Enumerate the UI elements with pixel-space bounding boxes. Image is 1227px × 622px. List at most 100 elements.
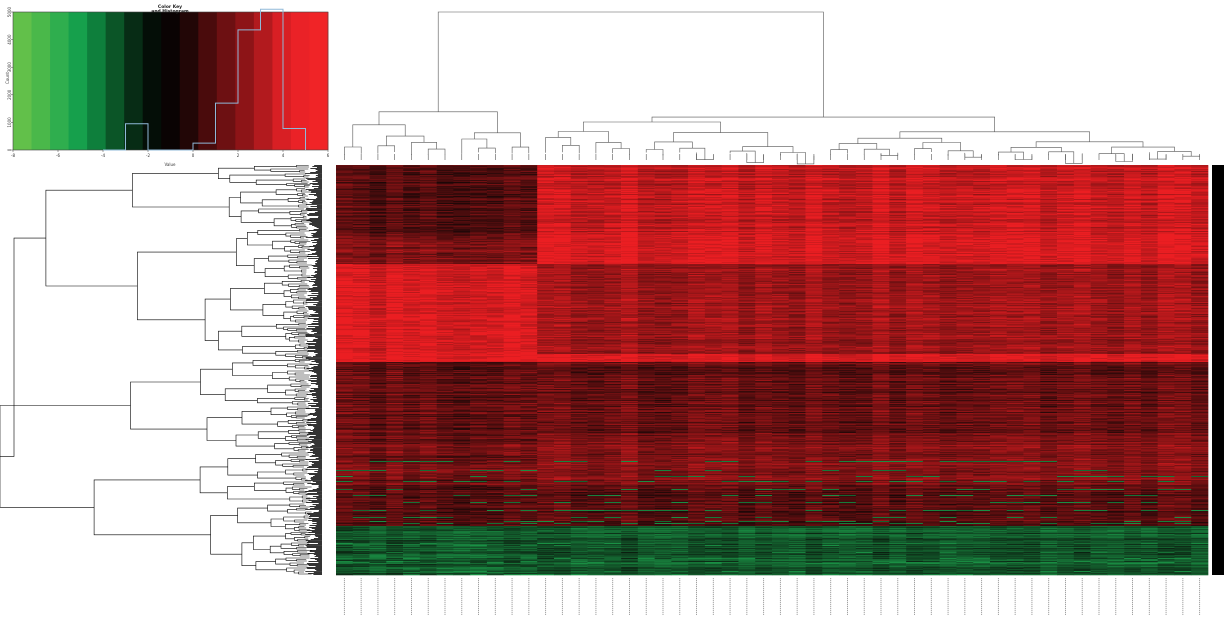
row-dendrogram-branch: [293, 466, 308, 468]
row-dendrogram-branch: [285, 524, 299, 529]
row-dendrogram-branch: [282, 281, 301, 285]
column-dendrogram-branch: [1158, 151, 1192, 159]
row-dendrogram-branch: [137, 252, 236, 320]
row-dendrogram-branch: [303, 202, 308, 204]
row-dendrogram-branch: [295, 520, 308, 522]
row-dendrogram-branch: [292, 306, 304, 308]
row-dendrogram-branch: [257, 398, 294, 402]
row-dendrogram-branch: [200, 467, 228, 493]
row-dendrogram-branch: [268, 505, 290, 511]
row-dendrogram-branch: [301, 386, 311, 388]
row-dendrogram-branch: [262, 200, 299, 206]
row-dendrogram-branch: [286, 390, 297, 395]
color-key-subtitle: and Histogram: [151, 9, 189, 15]
row-dendrogram-branch: [211, 515, 242, 554]
color-key-band: [217, 12, 236, 150]
row-dendrogram-branch: [288, 255, 309, 257]
x-tick-label: -2: [146, 153, 150, 158]
row-dendrogram-branch: [287, 413, 296, 416]
row-dendrogram-branch: [302, 221, 312, 223]
row-dendrogram-branch: [286, 470, 303, 474]
color-key-band: [180, 12, 199, 150]
column-dendrogram-branch: [839, 144, 877, 150]
row-dendrogram-branch: [299, 430, 311, 432]
row-dendrogram-branch: [297, 227, 308, 229]
color-key-band: [13, 12, 32, 150]
row-dendrogram-branch: [228, 459, 258, 475]
column-dendrogram-branch: [1099, 154, 1124, 162]
color-key-band: [161, 12, 180, 150]
row-dendrogram-branch: [295, 537, 305, 540]
heatmap-column: [470, 165, 487, 575]
row-dendrogram-branch: [131, 382, 208, 429]
column-dendrogram-branch: [998, 152, 1023, 159]
row-dendrogram-branch: [291, 533, 310, 535]
row-dendrogram-branch: [290, 211, 302, 214]
heatmap-column: [403, 165, 420, 575]
color-key-band: [143, 12, 162, 150]
row-dendrogram-branch: [259, 209, 305, 213]
row-dendrogram-branch: [271, 519, 285, 527]
row-dendrogram-branch: [298, 340, 308, 342]
y-tick-label: 2000: [7, 89, 12, 100]
row-dendrogram-branch: [300, 381, 307, 383]
row-dendrogram-branch: [295, 337, 308, 339]
row-dendrogram-branch: [254, 483, 286, 490]
row-dendrogram-branch: [299, 527, 306, 529]
row-dendrogram-branch: [295, 527, 300, 530]
row-dendrogram-branch: [304, 313, 309, 315]
color-key-x-ticks: -8 -6 -4 -2 0 2 4 6: [11, 150, 330, 158]
row-dendrogram-branch: [238, 508, 271, 523]
heatmap-cell: [370, 574, 387, 575]
row-dendrogram-branch: [218, 168, 254, 179]
row-dendrogram-branch: [201, 369, 233, 395]
heatmap-cell: [403, 574, 420, 575]
column-dendrogram-branch: [438, 12, 823, 117]
row-dendrogram-branch: [297, 292, 308, 294]
row-dendrogram-branch: [298, 403, 307, 405]
column-dendrogram-branch: [948, 151, 973, 157]
row-dendrogram-branch: [268, 385, 291, 393]
row-dendrogram-branch: [225, 389, 268, 401]
row-dendrogram-branch: [274, 219, 291, 226]
column-dendrogram-branch: [864, 149, 889, 155]
row-dendrogram: [0, 166, 322, 575]
x-tick-label: -8: [11, 153, 15, 158]
row-dendrogram-branch: [290, 497, 303, 501]
row-dendrogram-branch: [299, 444, 311, 446]
color-key-band: [254, 12, 273, 150]
column-dendrogram-branch: [780, 153, 805, 164]
row-dendrogram-branch: [286, 558, 310, 560]
row-dendrogram-branch: [284, 517, 304, 521]
row-dendrogram-branch: [297, 351, 308, 353]
row-dendrogram-branch: [276, 460, 292, 465]
row-dendrogram-branch: [297, 278, 310, 280]
heatmap-column: [353, 165, 370, 575]
row-dendrogram-branch: [258, 230, 300, 234]
row-dendrogram-branch: [263, 304, 286, 315]
column-dendrogram-branch: [743, 147, 793, 153]
column-dendrogram-branch: [562, 145, 579, 153]
row-dendrogram-branch: [293, 179, 305, 181]
row-dendrogram-branch: [302, 211, 312, 213]
color-key-x-label: Value: [165, 162, 177, 167]
row-dendrogram-branch: [291, 384, 309, 386]
row-dendrogram-branch: [294, 484, 305, 486]
row-dendrogram-branch: [242, 543, 256, 566]
color-key-band: [69, 12, 88, 150]
heatmap-column: [420, 165, 437, 575]
x-tick-label: -6: [56, 153, 60, 158]
row-dendrogram-branch: [297, 262, 307, 264]
row-dendrogram-branch: [302, 500, 310, 502]
column-dendrogram-branch: [379, 112, 497, 133]
row-dendrogram-branch: [205, 299, 230, 341]
heatmap-grid: [336, 165, 1208, 575]
row-dendrogram-branch: [291, 543, 309, 545]
row-dendrogram-branch: [0, 238, 46, 456]
color-key-band: [106, 12, 125, 150]
x-tick-label: 2: [237, 153, 240, 158]
row-dendrogram-branch: [218, 331, 242, 350]
row-dendrogram-branch: [289, 377, 309, 380]
row-dendrogram-branch: [264, 283, 284, 293]
heatmap-cell: [437, 574, 454, 575]
